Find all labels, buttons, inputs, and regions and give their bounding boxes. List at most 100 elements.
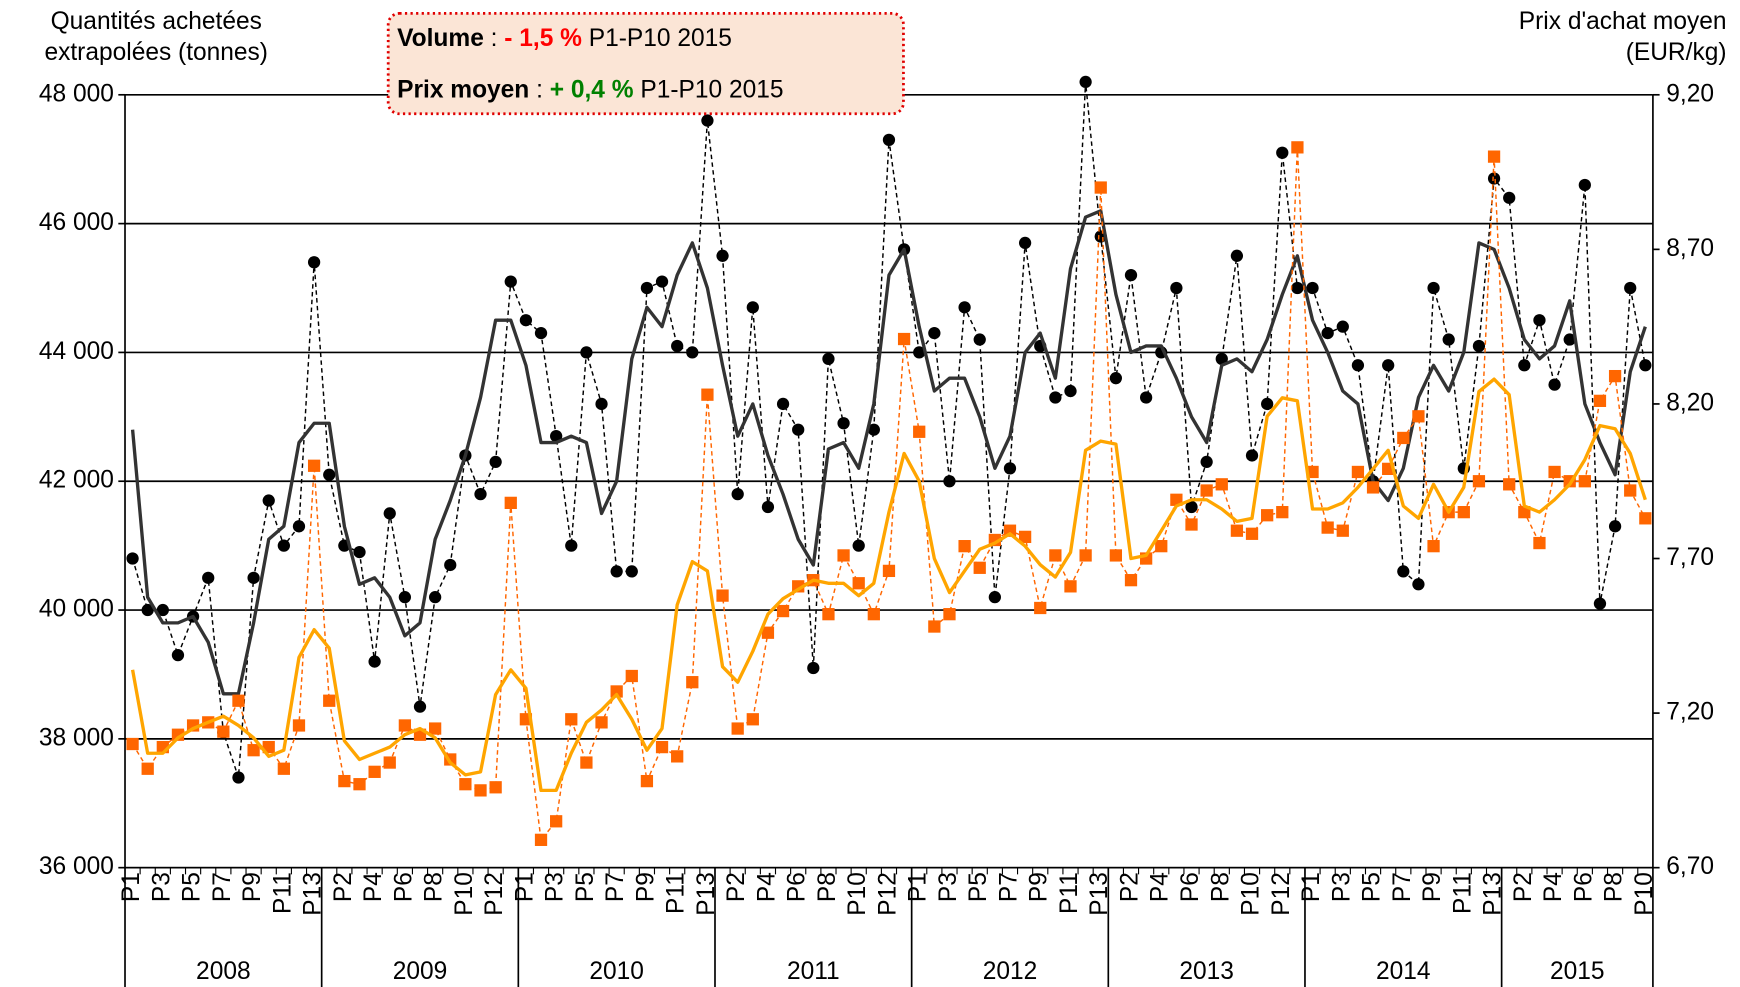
data-point <box>852 577 865 590</box>
data-point <box>1533 536 1546 550</box>
x-tick-label: P13 <box>1480 872 1507 916</box>
data-point <box>398 719 412 732</box>
annotation-segment: Volume <box>397 26 484 53</box>
x-tick-label: P2 <box>330 872 357 902</box>
data-point <box>973 333 986 346</box>
data-point <box>1215 478 1228 491</box>
data-point <box>1412 410 1425 423</box>
data-point <box>1321 326 1334 340</box>
data-point <box>610 685 623 698</box>
data-point <box>1018 236 1032 250</box>
x-tick-label: P8 <box>814 872 841 902</box>
data-point <box>277 762 290 775</box>
data-point <box>126 552 139 565</box>
data-point <box>640 281 654 295</box>
data-point <box>126 737 139 751</box>
x-tick-label: P7 <box>995 872 1022 902</box>
y2-axis-title: Prix d'achat moyen <box>1519 8 1727 35</box>
data-point <box>761 626 775 639</box>
data-line-dashed <box>131 146 1646 841</box>
y-tick-label: 38 000 <box>39 724 114 751</box>
x-tick-label: P3 <box>542 872 569 902</box>
data-point <box>1124 268 1138 282</box>
data-point <box>837 417 850 430</box>
year-label: 2010 <box>589 958 644 985</box>
annotation-segment: : <box>484 26 504 53</box>
x-tick-label: P3 <box>1328 872 1355 902</box>
y-tick-label: 40 000 <box>39 596 114 623</box>
data-point <box>1457 506 1470 519</box>
year-label: 2013 <box>1179 958 1234 985</box>
data-point <box>504 275 517 288</box>
data-point <box>625 669 638 683</box>
year-label: 2009 <box>393 958 448 985</box>
year-label: 2014 <box>1376 958 1431 985</box>
data-point <box>776 604 790 618</box>
data-point <box>413 700 427 713</box>
data-point <box>565 713 578 726</box>
data-point <box>383 756 396 769</box>
data-point <box>1215 352 1228 365</box>
data-point <box>882 564 896 578</box>
data-point <box>1306 465 1319 479</box>
data-point <box>1064 580 1077 593</box>
data-point <box>1427 540 1440 553</box>
data-point <box>595 397 608 411</box>
data-point <box>1503 478 1516 491</box>
y2-tick-label: 9,20 <box>1666 80 1714 107</box>
data-point <box>1442 333 1455 346</box>
x-tick-label: P11 <box>269 872 296 914</box>
x-tick-label: P13 <box>300 872 327 916</box>
year-label: 2012 <box>983 958 1038 985</box>
data-point <box>534 326 548 340</box>
data-point <box>1624 484 1637 497</box>
data-point <box>368 765 381 778</box>
data-point <box>247 744 260 757</box>
data-point <box>1276 146 1289 159</box>
x-tick-label: P8 <box>421 872 448 902</box>
data-point <box>1261 509 1274 522</box>
data-point <box>701 388 714 401</box>
data-point <box>1079 549 1092 562</box>
annotation-text: Prix moyen : + 0,4 % P1-P10 2015 <box>397 77 783 104</box>
data-point <box>882 133 896 147</box>
data-point <box>913 425 926 438</box>
data-point <box>1487 172 1501 185</box>
data-point <box>1094 181 1107 194</box>
x-tick-label: P10 <box>451 872 478 916</box>
y-tick-label: 36 000 <box>39 853 114 880</box>
data-point <box>1245 527 1259 540</box>
data-point <box>867 608 880 621</box>
data-point <box>1155 540 1168 553</box>
data-point <box>1185 500 1198 514</box>
x-tick-label: P1 <box>118 872 145 902</box>
data-point <box>1518 506 1531 519</box>
data-point <box>1185 518 1198 531</box>
data-point <box>323 468 336 481</box>
data-point <box>746 713 759 726</box>
data-point <box>610 565 623 578</box>
y-axis-title: Quantités achetées <box>51 8 262 35</box>
data-point <box>1578 475 1591 488</box>
data-point <box>383 507 396 520</box>
x-tick-label: P4 <box>360 872 387 902</box>
data-point <box>973 561 986 574</box>
data-point <box>1049 549 1062 562</box>
x-tick-label: P13 <box>1086 872 1113 916</box>
data-point <box>731 722 744 735</box>
data-point <box>958 301 971 314</box>
x-tick-label: P5 <box>572 872 599 902</box>
data-point <box>1049 391 1062 404</box>
data-point <box>1200 455 1213 469</box>
x-tick-label: P13 <box>693 872 720 916</box>
data-point <box>686 676 699 689</box>
x-tick-label: P9 <box>1026 872 1053 902</box>
x-tick-label: P9 <box>239 872 266 902</box>
x-tick-label: P6 <box>784 872 811 902</box>
data-point <box>232 771 245 784</box>
data-line-dashed <box>131 81 1647 779</box>
x-tick-label: P3 <box>148 872 175 902</box>
data-point <box>1170 493 1183 506</box>
x-tick-label: P12 <box>874 872 901 916</box>
